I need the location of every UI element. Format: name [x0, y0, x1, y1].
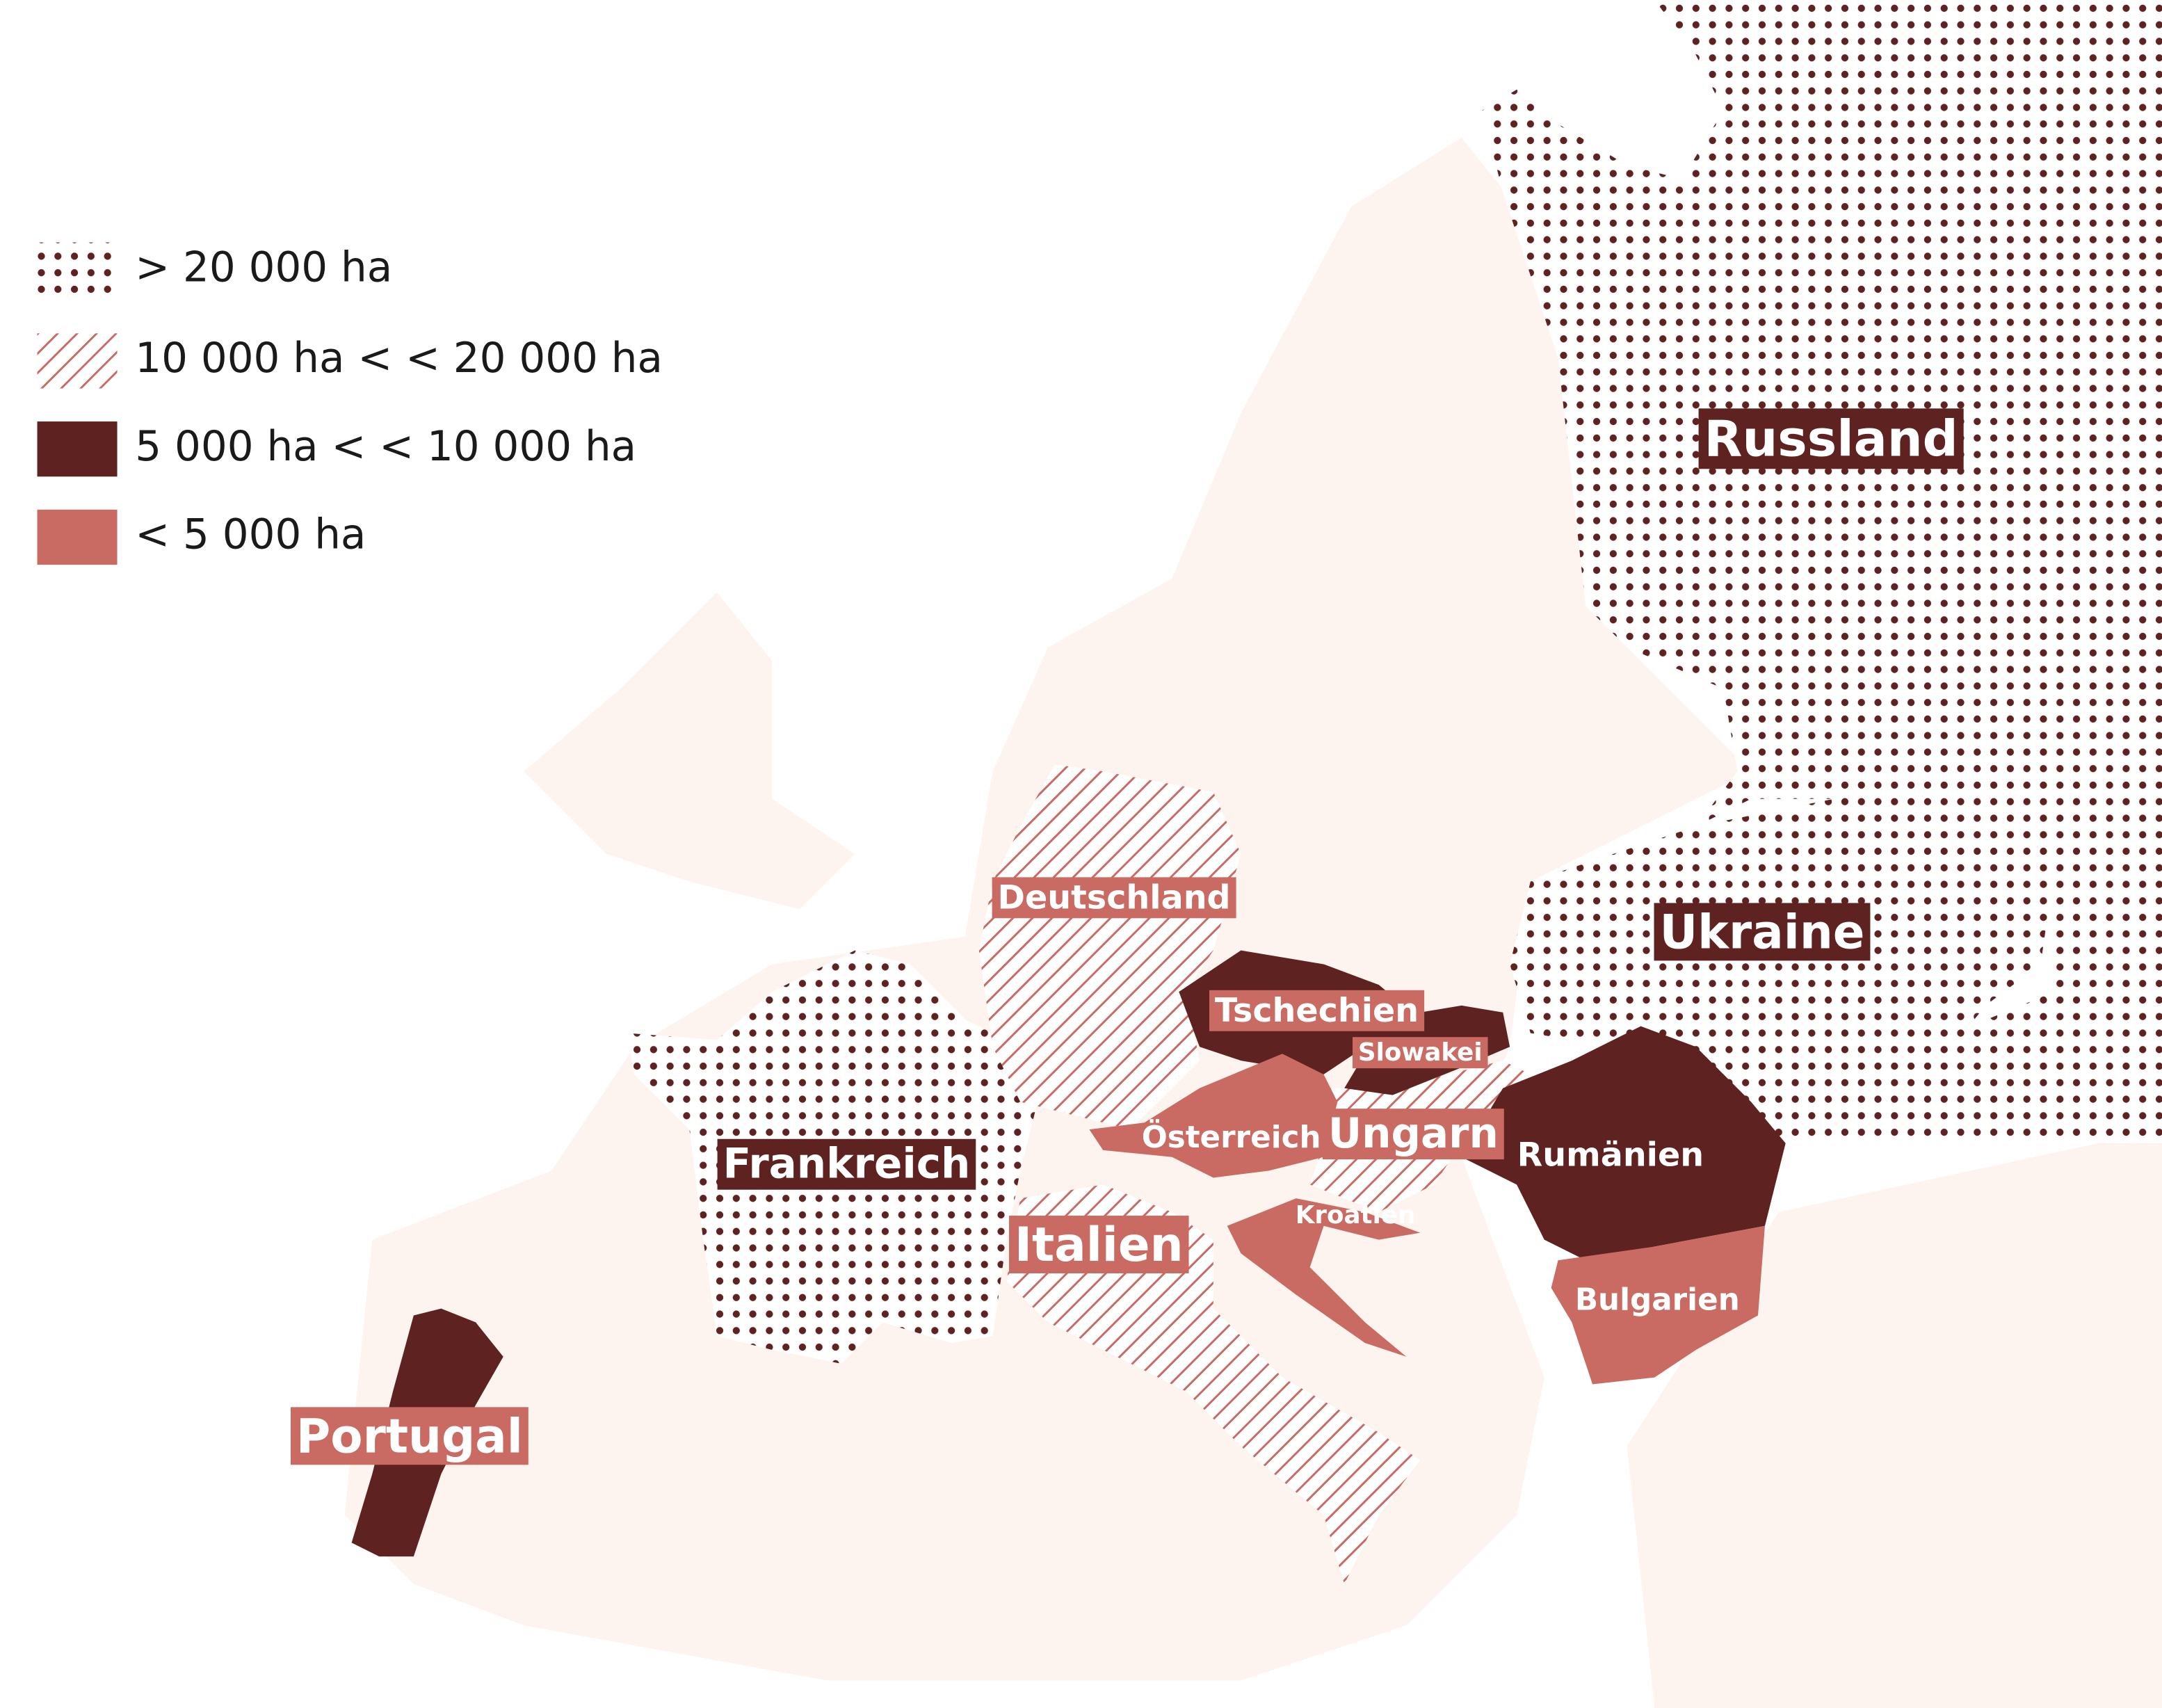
country-label: Ukraine — [1659, 904, 1864, 959]
legend-swatch — [37, 242, 118, 298]
country-label: Österreich — [1142, 1118, 1321, 1155]
country-label: Kroatien — [1296, 1201, 1416, 1230]
legend-label: > 20 000 ha — [135, 243, 392, 291]
country-label: Portugal — [296, 1408, 523, 1463]
country — [1006, 1184, 1421, 1584]
country — [978, 764, 1241, 1130]
label-box — [1353, 1037, 1488, 1069]
country — [1089, 1054, 1338, 1178]
legend-swatch — [37, 421, 118, 477]
label-box — [1698, 408, 1964, 469]
country-label: Russland — [1704, 410, 1958, 467]
label-box — [717, 1138, 976, 1190]
legend-swatch — [37, 509, 118, 565]
label-box — [1322, 1109, 1504, 1160]
labels: Russland Ukraine Frankreich Deutschland Ital… — [290, 408, 1964, 1465]
country-label: Slowakei — [1358, 1038, 1483, 1067]
label-box — [1654, 903, 1871, 961]
country-label: Deutschland — [998, 878, 1231, 917]
country-label: Tschechien — [1215, 992, 1419, 1030]
legend-swatch — [37, 333, 118, 389]
country — [1227, 1198, 1421, 1357]
legend-label: 5 000 ha < < 10 000 ha — [135, 423, 636, 471]
label-box — [1209, 990, 1425, 1031]
legend: > 20 000 ha 10 000 ha < < 20 000 ha 5 000 … — [37, 242, 663, 565]
country — [1441, 0, 2162, 1143]
country-label: Bulgarien — [1575, 1283, 1740, 1318]
country-label: Frankreich — [723, 1141, 971, 1189]
label-box — [290, 1407, 529, 1465]
legend-label: < 5 000 ha — [135, 511, 366, 559]
country — [1510, 798, 2055, 1143]
country-label: Rumänien — [1517, 1136, 1704, 1175]
country — [1551, 1225, 1765, 1385]
country-label: Ungarn — [1328, 1110, 1499, 1158]
country-label: Italien — [1015, 1217, 1184, 1272]
country — [1461, 1026, 1786, 1261]
label-box — [992, 877, 1236, 919]
legend-label: 10 000 ha < < 20 000 ha — [135, 335, 663, 382]
label-box — [1009, 1216, 1189, 1273]
